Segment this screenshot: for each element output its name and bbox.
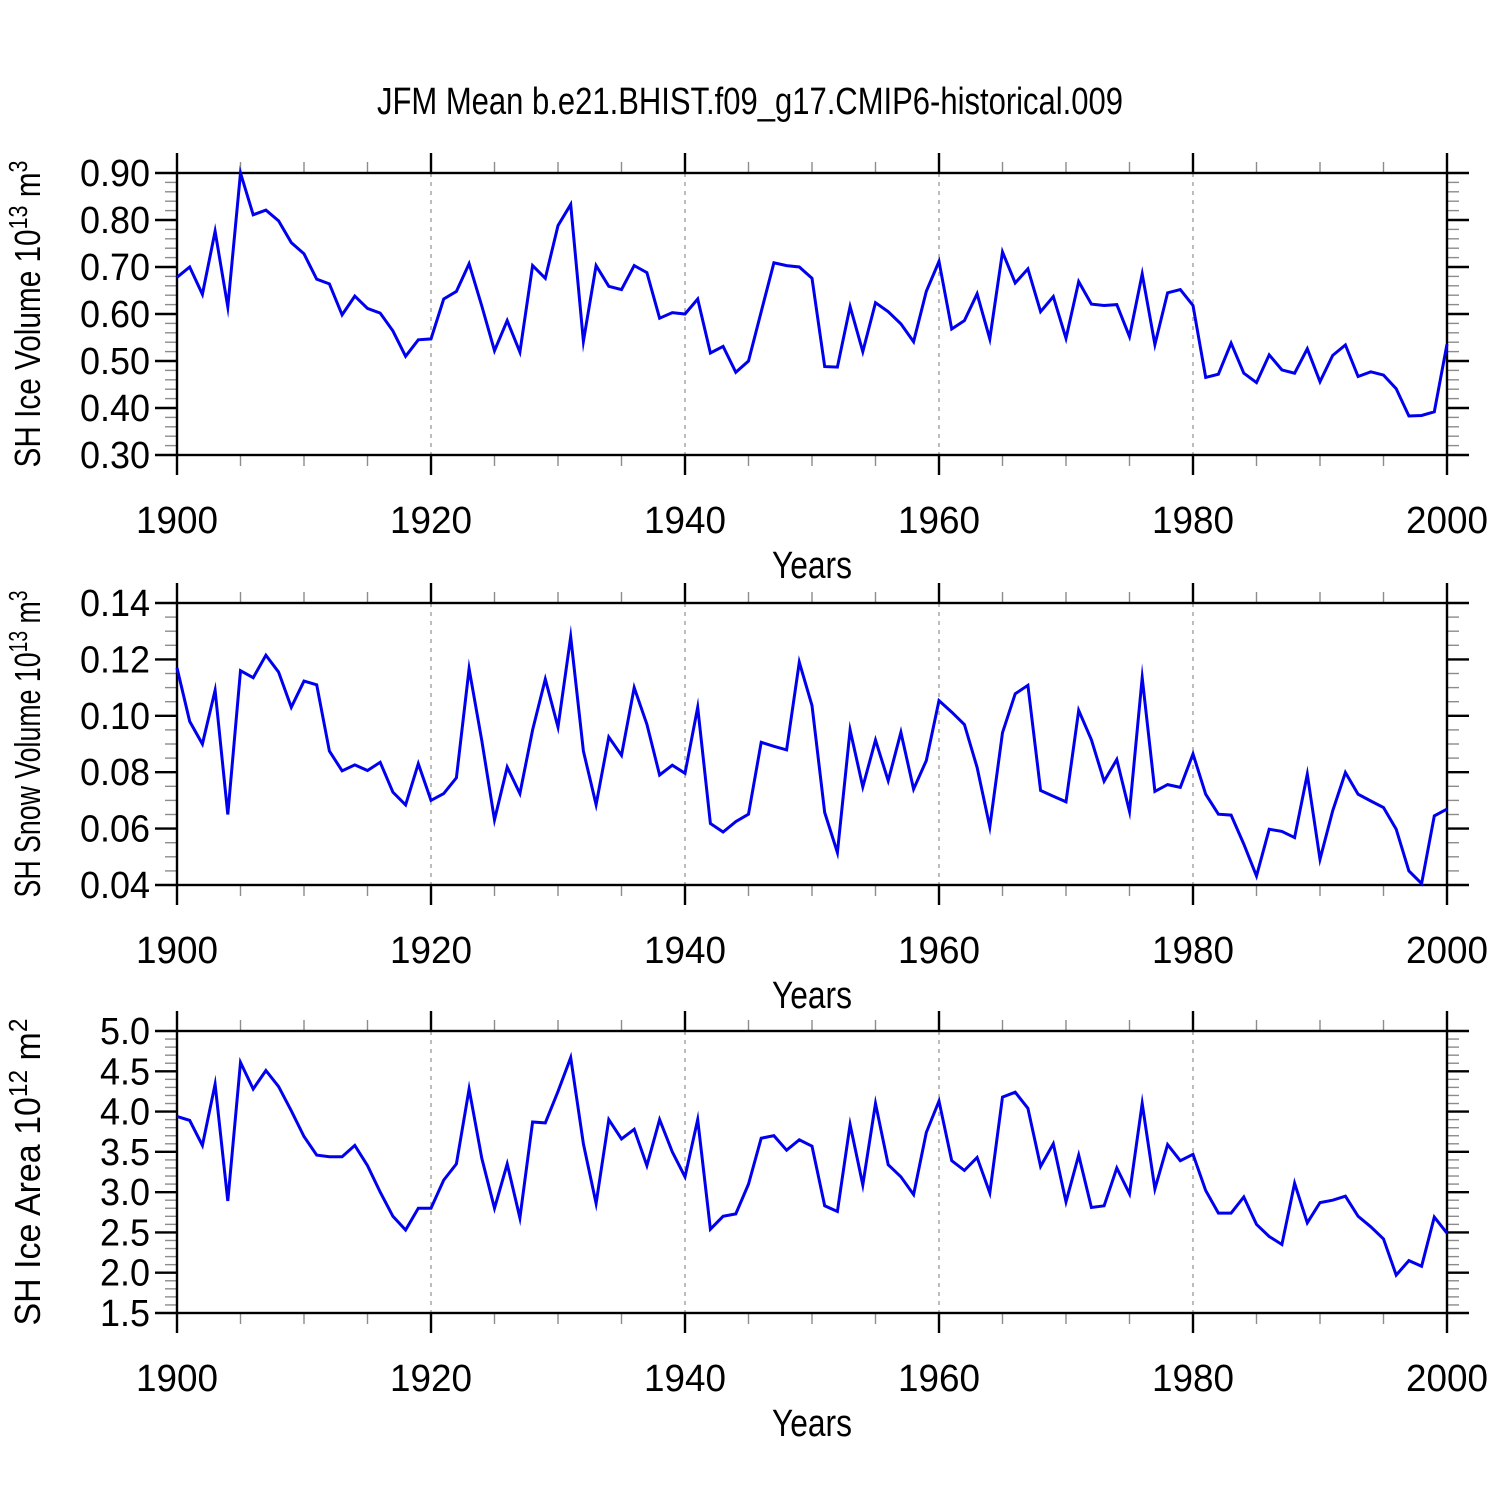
chart-title-area: JFM Mean b.e21.BHIST.f09_g17.CMIP6-histo…	[377, 81, 1123, 123]
y-tick-label: 0.04	[80, 865, 150, 907]
x-tick-label: 1920	[390, 1358, 472, 1400]
gridlines	[430, 603, 1194, 885]
x-tick-label: 1900	[136, 500, 218, 542]
major-ticks	[155, 153, 1469, 475]
data-line	[176, 1051, 1449, 1279]
x-axis-title: Years	[772, 1403, 852, 1445]
x-tick-label: 1940	[644, 930, 726, 972]
x-tick-label: 1980	[1152, 1358, 1234, 1400]
y-tick-label: 4.0	[100, 1092, 150, 1134]
sh-ice-area-chart: 5.04.54.03.53.02.52.01.5 1900 1920 1940 1960…	[3, 1011, 1488, 1445]
y-tick-label: 2.5	[100, 1212, 150, 1254]
y-tick-label: 0.30	[80, 435, 150, 477]
x-tick-label: 1960	[898, 500, 980, 542]
major-ticks	[155, 1011, 1469, 1333]
gridlines	[430, 173, 1194, 455]
x-tick-label: 1980	[1152, 500, 1234, 542]
y-tick-label: 3.0	[100, 1172, 150, 1214]
y-tick-label: 0.08	[80, 752, 150, 794]
x-tick-label: 1980	[1152, 930, 1234, 972]
y-tick-label: 4.5	[100, 1051, 150, 1093]
x-tick-label: 2000	[1406, 500, 1488, 542]
y-tick-label: 0.14	[80, 583, 150, 625]
sh-snow-volume-chart: 0.14 0.12 0.10 0.08 0.06 0.04 1900 1920 1940 1960…	[3, 583, 1488, 1013]
minor-ticks	[165, 592, 1459, 896]
data-line	[175, 624, 1448, 887]
gridlines	[430, 1031, 1194, 1313]
chart-title: JFM Mean b.e21.BHIST.f09_g17.CMIP6-histo…	[377, 81, 1123, 123]
y-tick-label: 0.80	[80, 200, 150, 242]
y-tick-label: 0.10	[80, 696, 150, 738]
plot-border	[175, 601, 1449, 887]
y-axis-title: SH Ice Volume 1013 m3	[3, 161, 48, 468]
x-tick-label: 1960	[898, 930, 980, 972]
y-tick-label: 0.60	[80, 294, 150, 336]
major-ticks	[155, 583, 1469, 905]
x-tick-label: 1900	[136, 1358, 218, 1400]
x-tick-label: 1920	[390, 930, 472, 972]
x-tick-label: 1900	[136, 930, 218, 972]
x-tick-label: 1940	[644, 500, 726, 542]
plot-border	[175, 171, 1449, 457]
y-tick-label: 3.5	[100, 1132, 150, 1174]
x-axis-title: Years	[772, 545, 852, 585]
minor-ticks	[165, 1020, 1459, 1324]
plot-border	[175, 1029, 1449, 1315]
sh-ice-volume-chart: 0.90 0.80 0.70 0.60 0.50 0.40 0.30 1900 1920 1940…	[3, 153, 1488, 585]
y-tick-label: 1.5	[100, 1293, 150, 1335]
y-tick-label: 0.90	[80, 153, 150, 195]
data-line	[176, 165, 1449, 418]
y-tick-label: 0.70	[80, 247, 150, 289]
y-axis-title: SH Ice Area 1012 m2	[3, 1019, 48, 1326]
x-axis-title: Years	[772, 975, 852, 1013]
x-tick-label: 1920	[390, 500, 472, 542]
x-tick-label: 2000	[1406, 930, 1488, 972]
y-tick-label: 0.06	[80, 809, 150, 851]
x-tick-label: 2000	[1406, 1358, 1488, 1400]
x-tick-label: 1940	[644, 1358, 726, 1400]
y-tick-label: 2.0	[100, 1253, 150, 1295]
x-tick-label: 1960	[898, 1358, 980, 1400]
y-tick-label: 5.0	[100, 1011, 150, 1053]
y-tick-label: 0.12	[80, 639, 150, 681]
y-axis-title: SH Snow Volume 1013 m3	[3, 591, 48, 898]
minor-ticks	[165, 162, 1459, 466]
y-tick-label: 0.40	[80, 388, 150, 430]
y-tick-label: 0.50	[80, 341, 150, 383]
